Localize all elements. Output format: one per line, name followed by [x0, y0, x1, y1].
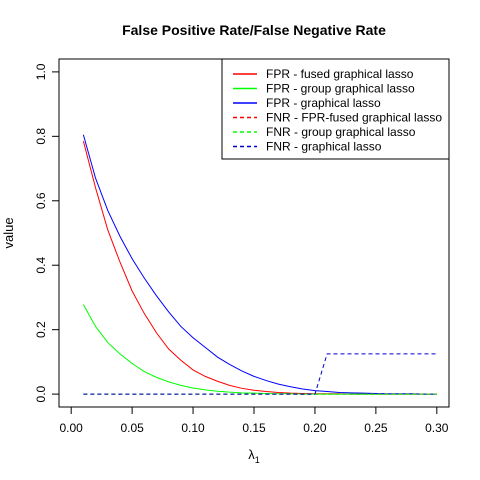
legend-entry-label: FPR - group graphical lasso: [266, 82, 415, 96]
x-tick-label: 0.15: [242, 421, 266, 435]
x-tick-label: 0.00: [60, 421, 84, 435]
series-line-6: [83, 353, 437, 395]
x-axis-label-subscript: 1: [255, 455, 260, 465]
y-tick-label: 0.4: [34, 257, 48, 274]
x-axis-label-symbol: λ: [248, 447, 255, 462]
legend-box: [221, 58, 450, 160]
x-axis-label: λ1: [248, 447, 260, 465]
y-tick-label: 0.6: [34, 192, 48, 209]
series-line-2: [82, 304, 437, 395]
y-tick-label: 0.2: [34, 321, 48, 338]
x-tick-label: 0.10: [181, 421, 205, 435]
legend-entry-label: FNR - group graphical lasso: [266, 125, 416, 139]
y-tick-label: 1.0: [34, 63, 48, 80]
x-tick-label: 0.05: [120, 421, 144, 435]
legend-entry-label: FPR - graphical lasso: [266, 96, 381, 110]
x-tick-label: 0.25: [364, 421, 388, 435]
x-tick-label: 0.20: [303, 421, 327, 435]
legend-entry-label: FNR - FPR-fused graphical lasso: [266, 111, 442, 125]
series-line-1: [82, 141, 437, 395]
y-axis-label: value: [1, 217, 16, 248]
x-tick-label: 0.30: [425, 421, 449, 435]
x-axis: 0.00 0.05 0.10 0.15 0.20 0.25 0.30: [60, 406, 449, 435]
y-axis: 0.0 0.2 0.4 0.6 0.8 1.0: [34, 63, 60, 402]
legend-entry-label: FNR - graphical lasso: [266, 140, 382, 154]
chart-title: False Positive Rate/False Negative Rate: [122, 22, 386, 38]
y-tick-label: 0.8: [34, 128, 48, 145]
legend-entry-label: FPR - fused graphical lasso: [266, 67, 414, 81]
series-layer: [82, 134, 437, 395]
y-tick-label: 0.0: [34, 385, 48, 402]
series-line-3: [82, 134, 437, 395]
